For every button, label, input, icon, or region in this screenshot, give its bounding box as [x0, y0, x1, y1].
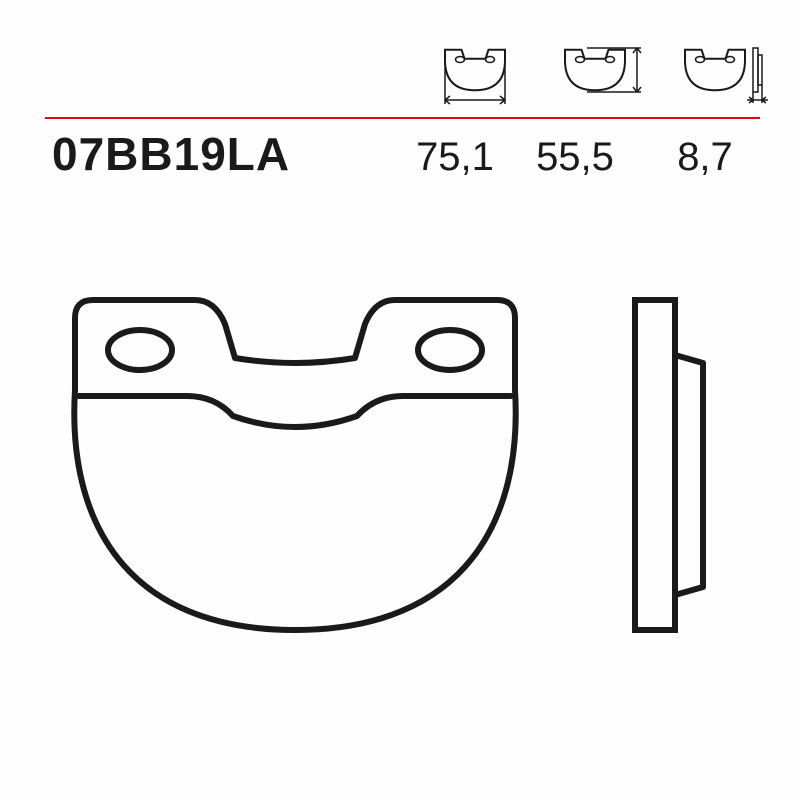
part-number: 07BB19LA [52, 128, 290, 180]
mounting-hole [108, 330, 172, 370]
mounting-hole [418, 330, 482, 370]
dimension-height: 55,5 [536, 135, 614, 179]
brake-pad-front-outline [74, 300, 515, 630]
friction-boundary [79, 396, 511, 427]
backing-plate-side [635, 300, 675, 630]
dimension-thick: 8,7 [677, 135, 733, 179]
technical-drawing [74, 300, 703, 630]
dimension-icons [445, 48, 768, 104]
dimension-width: 75,1 [416, 135, 494, 179]
friction-pad-side [675, 355, 703, 595]
